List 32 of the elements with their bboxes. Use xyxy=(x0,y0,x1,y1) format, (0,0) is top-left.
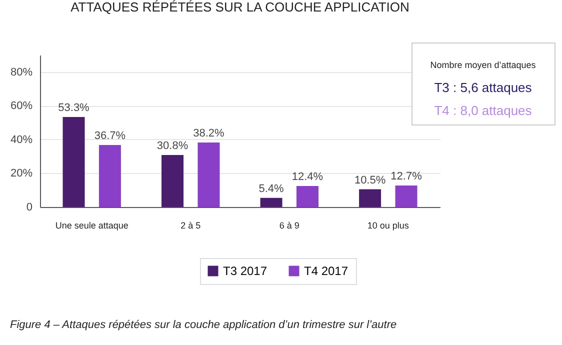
x-tick-label: 10 ou plus xyxy=(367,220,410,230)
legend-label: T3 2017 xyxy=(223,264,268,278)
text: 5.4% xyxy=(258,182,284,195)
text: 12.4% xyxy=(292,171,324,184)
y-tick-label: 20% xyxy=(10,168,33,180)
text: 30.8% xyxy=(156,140,188,152)
y-tick-label: 80% xyxy=(10,66,33,78)
text: 10.5% xyxy=(354,174,386,186)
bar xyxy=(260,198,282,207)
y-tick-label: 40% xyxy=(10,134,33,146)
bar xyxy=(395,186,418,207)
x-tick-label: 6 à 9 xyxy=(279,220,300,230)
annotation: Nombre moyen d’attaques xyxy=(430,60,536,70)
text: 36.7% xyxy=(94,130,126,142)
bar xyxy=(98,145,121,207)
bar xyxy=(198,142,220,207)
text: 38.2% xyxy=(193,127,224,140)
text: 12.7% xyxy=(390,170,422,183)
bar xyxy=(162,154,184,207)
legend-label: T4 2017 xyxy=(304,264,348,278)
x-tick-label: 2 à 5 xyxy=(180,220,201,230)
annotation: T4 : 8,0 attaques xyxy=(434,103,532,118)
bar xyxy=(62,116,85,207)
caption: Figure 4 – Attaques répétées sur la couche application d’un trimestre sur l’autre xyxy=(10,319,397,331)
bar xyxy=(296,186,318,207)
chart-title: ATTAQUES RÉPÉTÉES SUR LA COUCHE APPLICATION xyxy=(70,0,410,14)
y-tick-label: 60% xyxy=(10,100,33,112)
annotation: T3 : 5,6 attaques xyxy=(434,80,532,95)
bar xyxy=(359,189,382,207)
x-tick-label: Une seule attaque xyxy=(55,220,128,230)
y-tick-label: 0 xyxy=(26,202,32,214)
text: 53.3% xyxy=(58,102,90,114)
